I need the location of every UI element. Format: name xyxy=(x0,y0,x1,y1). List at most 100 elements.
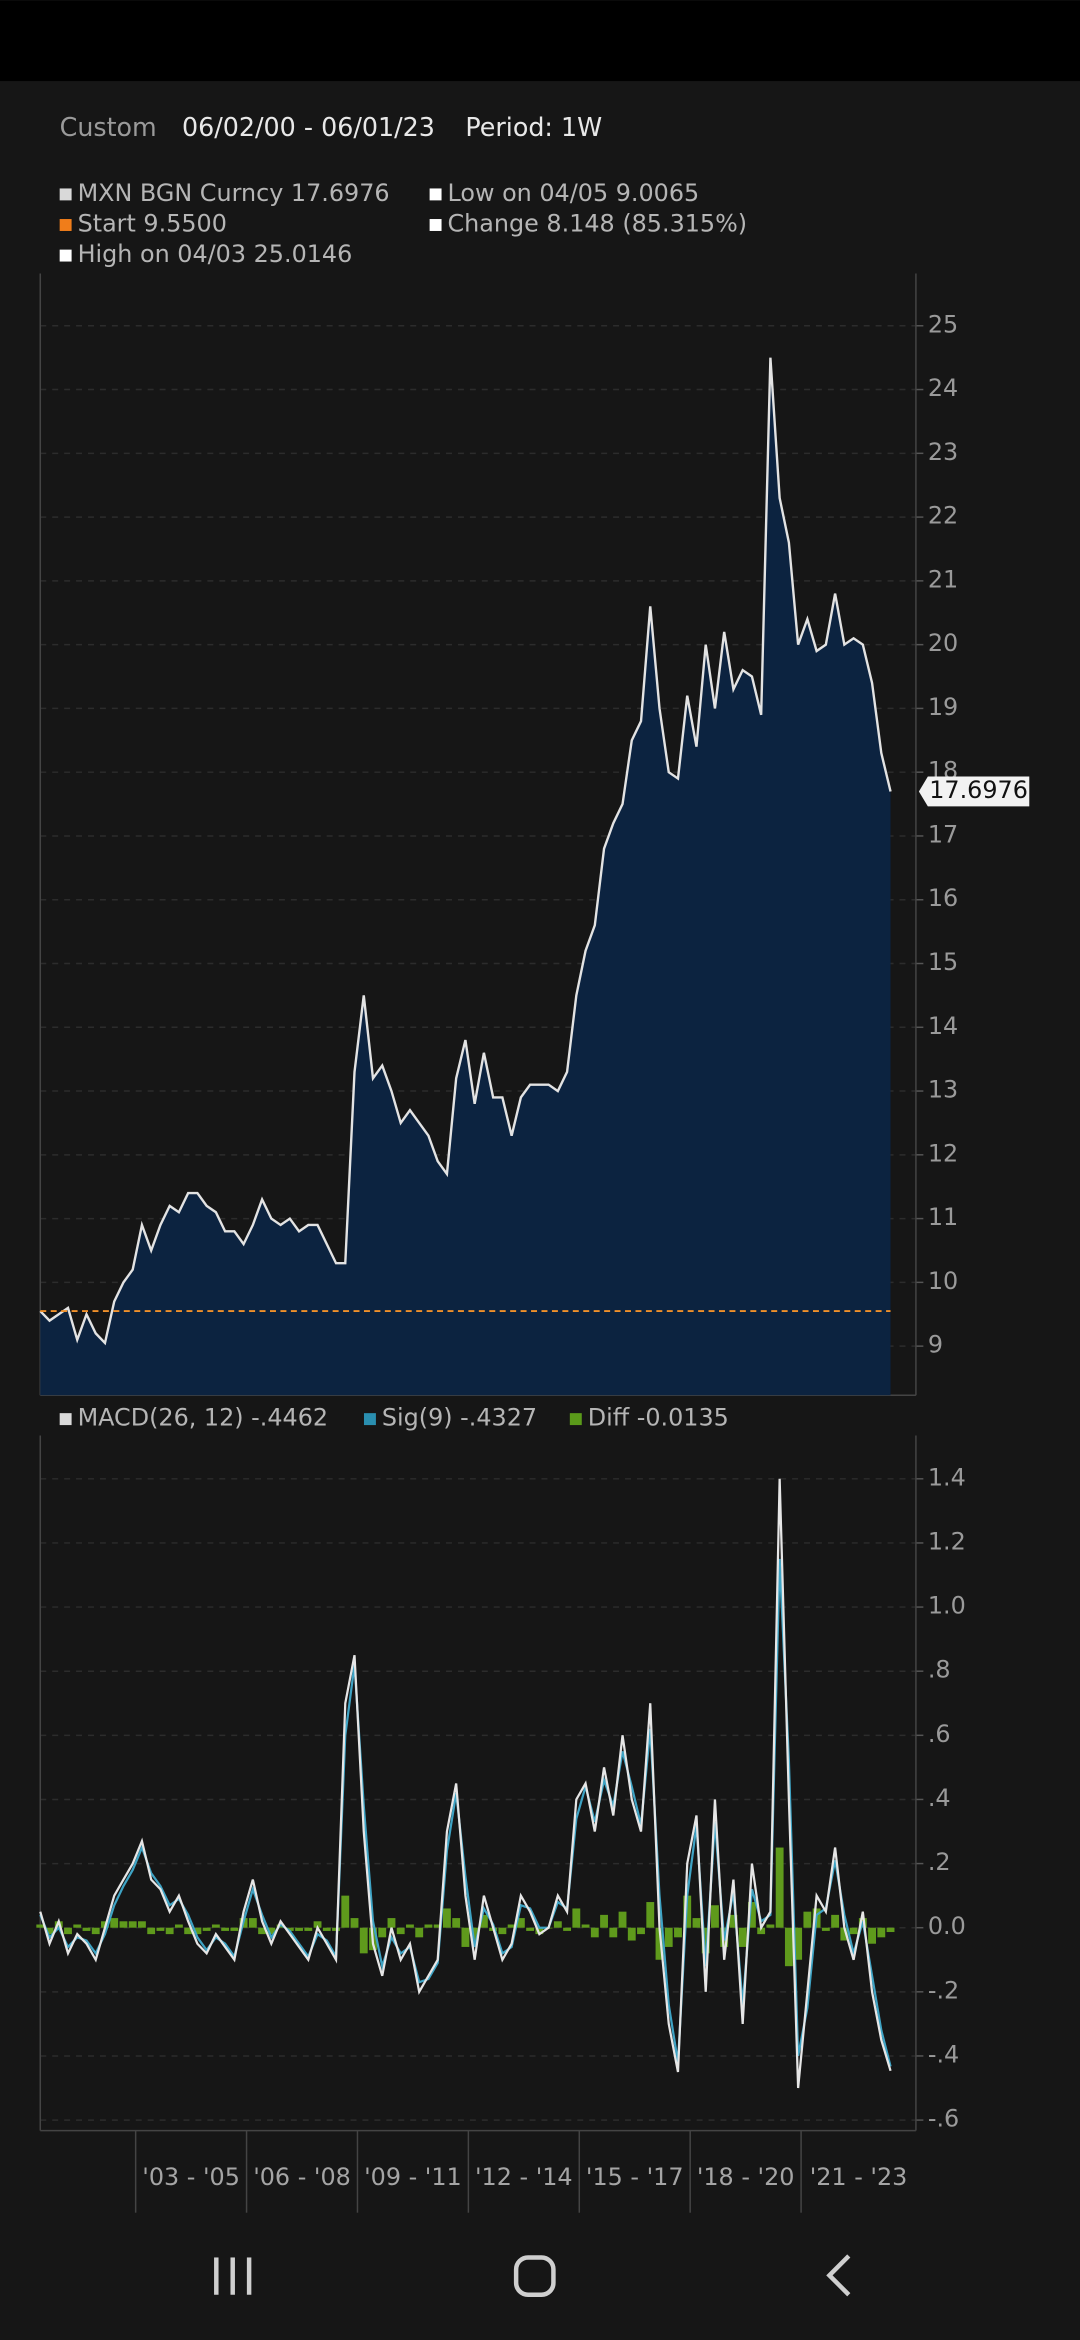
diff-bar xyxy=(692,1918,701,1928)
y-tick-label: 20 xyxy=(928,629,958,657)
legend-swatch xyxy=(59,249,72,262)
diff-bar xyxy=(36,1924,45,1928)
diff-bar xyxy=(498,1927,507,1935)
diff-bar xyxy=(202,1927,211,1931)
diff-bar xyxy=(82,1927,91,1931)
diff-bar xyxy=(110,1918,119,1928)
diff-bar xyxy=(470,1927,479,1941)
diff-bar xyxy=(627,1927,636,1941)
diff-bar xyxy=(91,1927,100,1935)
diff-bar xyxy=(350,1918,359,1928)
x-tick-label: '09 - '11 xyxy=(364,2163,462,2191)
diff-bar xyxy=(747,1902,756,1928)
legend-label: Sig(9) -.4327 xyxy=(382,1404,537,1432)
period[interactable]: Period: 1W xyxy=(465,112,602,142)
diff-bar xyxy=(618,1911,627,1928)
nav-home[interactable] xyxy=(513,2255,556,2297)
diff-bar xyxy=(45,1927,54,1935)
diff-bar xyxy=(221,1927,230,1931)
legend-swatch xyxy=(569,1413,582,1426)
date-range[interactable]: 06/02/00 - 06/01/23 xyxy=(182,112,435,142)
y-tick-label: 17 xyxy=(928,820,958,848)
diff-bar xyxy=(757,1927,766,1935)
diff-bar xyxy=(655,1927,664,1960)
diff-bar xyxy=(646,1902,655,1928)
y-tick-label: 14 xyxy=(928,1012,958,1040)
legend-label: Diff -0.0135 xyxy=(588,1404,729,1432)
diff-bar xyxy=(433,1924,442,1928)
last-value-tag xyxy=(918,776,1030,807)
y-tick-label: 23 xyxy=(928,438,958,466)
nav-back[interactable] xyxy=(826,2254,851,2297)
y-tick-label: -.6 xyxy=(928,2105,959,2133)
diff-bar xyxy=(415,1927,424,1938)
diff-bar xyxy=(341,1895,350,1928)
x-tick-label: '21 - '23 xyxy=(810,2163,908,2191)
x-tick-label: '15 - '17 xyxy=(586,2163,684,2191)
x-tick-label: '12 - '14 xyxy=(475,2163,573,2191)
diff-bar xyxy=(313,1921,322,1928)
status-bar xyxy=(0,0,1080,82)
legend-swatch xyxy=(59,1413,72,1426)
diff-bar xyxy=(165,1927,174,1935)
diff-bar xyxy=(609,1927,618,1938)
diff-bar xyxy=(119,1921,128,1928)
diff-bar xyxy=(637,1927,645,1935)
price-line xyxy=(39,357,892,1346)
y-tick-label: 13 xyxy=(928,1076,958,1104)
diff-bar xyxy=(193,1927,202,1935)
legend-label: Low on 04/05 9.0065 xyxy=(448,179,700,207)
diff-bar xyxy=(304,1927,313,1931)
diff-bar xyxy=(831,1914,840,1928)
legend-label: MXN BGN Curncy 17.6976 xyxy=(78,179,390,207)
diff-bar xyxy=(396,1927,405,1935)
legend-label: Start 9.5500 xyxy=(78,210,227,238)
mode-label[interactable]: Custom xyxy=(60,112,157,142)
diff-bar xyxy=(406,1924,414,1928)
y-tick-label: .2 xyxy=(928,1848,951,1876)
y-tick-label: .4 xyxy=(928,1784,951,1812)
y-tick-label: -.4 xyxy=(928,2040,959,2068)
diff-bar xyxy=(821,1927,830,1931)
y-tick-label: 10 xyxy=(928,1267,958,1295)
diff-bar xyxy=(553,1921,562,1928)
nav-bar xyxy=(214,2254,851,2297)
legend-swatch xyxy=(363,1413,376,1426)
x-tick-label: '18 - '20 xyxy=(697,2163,795,2191)
diff-bar xyxy=(877,1927,886,1938)
legend-swatch xyxy=(429,219,442,231)
legend-swatch xyxy=(59,188,72,201)
diff-bar xyxy=(452,1918,461,1928)
diff-bar xyxy=(378,1927,387,1938)
diff-bar xyxy=(775,1847,784,1928)
diff-bar xyxy=(711,1905,719,1928)
legend-swatch xyxy=(429,188,442,201)
diff-bar xyxy=(184,1927,193,1935)
diff-bar xyxy=(507,1924,516,1928)
diff-bar xyxy=(535,1927,544,1935)
legend-label: Change 8.148 (85.315%) xyxy=(448,210,748,238)
diff-bar xyxy=(701,1927,710,1954)
last-value-label: 17.6976 xyxy=(929,776,1028,804)
y-tick-label: 1.0 xyxy=(928,1592,966,1620)
diff-bar xyxy=(285,1927,294,1931)
diff-bar xyxy=(461,1927,470,1947)
diff-bar xyxy=(868,1927,876,1944)
diff-bar xyxy=(211,1924,220,1928)
diff-bar xyxy=(784,1927,793,1967)
diff-bar xyxy=(664,1927,673,1947)
y-tick-label: 24 xyxy=(928,374,958,402)
diff-bar xyxy=(803,1911,812,1928)
y-tick-label: 25 xyxy=(928,310,958,338)
y-tick-label: 15 xyxy=(928,948,958,976)
y-tick-label: .8 xyxy=(928,1656,951,1684)
diff-bar xyxy=(387,1918,396,1928)
legend-label: MACD(26, 12) -.4462 xyxy=(78,1404,329,1432)
diff-bar xyxy=(359,1927,368,1954)
diff-bar xyxy=(849,1927,858,1935)
x-tick-label: '03 - '05 xyxy=(142,2163,240,2191)
diff-bar xyxy=(766,1924,775,1928)
diff-bar xyxy=(840,1927,849,1941)
